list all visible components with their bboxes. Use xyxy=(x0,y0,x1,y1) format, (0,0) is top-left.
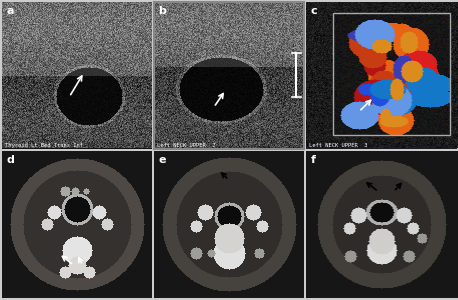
Text: f: f xyxy=(311,155,316,165)
Text: a: a xyxy=(6,6,14,16)
Bar xyxy=(333,13,450,134)
Text: Left NECK UPPER  2: Left NECK UPPER 2 xyxy=(157,142,215,148)
Text: c: c xyxy=(311,6,317,16)
Text: Thyroid Lt Bed Trans Inf: Thyroid Lt Bed Trans Inf xyxy=(5,142,83,148)
Text: Left NECK UPPER  3: Left NECK UPPER 3 xyxy=(309,142,367,148)
Text: d: d xyxy=(6,155,14,165)
Text: b: b xyxy=(158,6,166,16)
Text: e: e xyxy=(158,155,166,165)
